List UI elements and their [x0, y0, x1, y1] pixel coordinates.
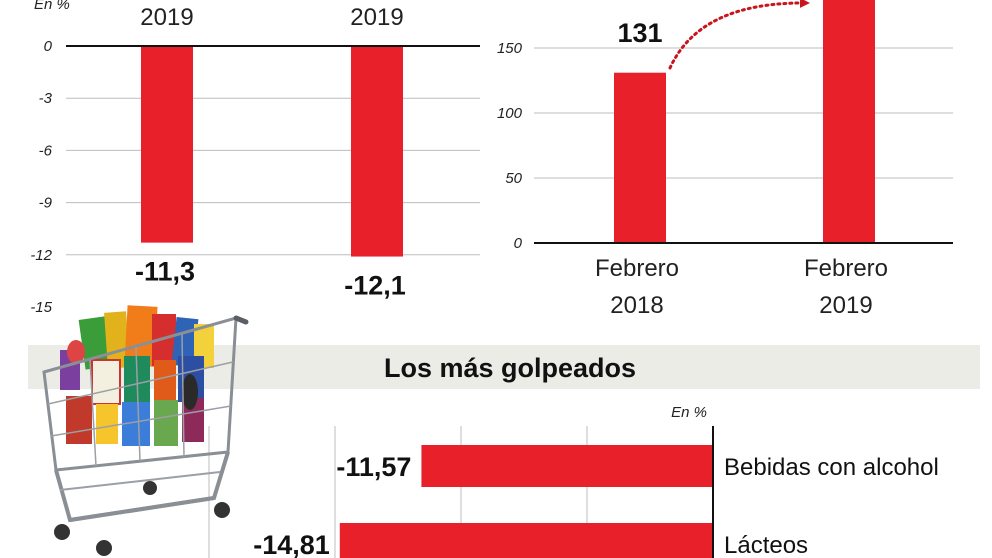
chart3-category-labels: Bebidas con alcohol Lácteos [724, 454, 939, 558]
chart1-bar [351, 46, 403, 257]
chart1-y-tick-label: -12 [30, 247, 52, 264]
chart1-x-label: 2019 [350, 4, 403, 31]
chart2-y-tick-label: 150 [497, 40, 523, 57]
chart-right-index: 0 50 100 150 Febrero 2018 Febrero 2019 131 [497, 0, 953, 319]
chart1-data-label: -11,3 [135, 257, 195, 287]
chart3-data-label: -11,57 [336, 452, 411, 482]
chart1-y-tick-label: -6 [39, 142, 53, 159]
chart2-bar [823, 0, 875, 243]
chart3-bars [339, 445, 713, 558]
chart1-x-label: 2019 [140, 4, 193, 31]
chart3-unit-label: En % [671, 404, 707, 421]
chart1-data-label: -12,1 [344, 271, 406, 301]
chart2-x-label-month: Febrero [804, 255, 888, 282]
chart2-y-tick-label: 100 [497, 105, 523, 122]
chart2-bar [614, 72, 666, 243]
section-title: Los más golpeados [384, 353, 636, 383]
chart1-data-labels: -11,3 -12,1 [135, 257, 406, 301]
chart2-y-tick-label: 50 [505, 170, 522, 187]
chart1-y-axis: 0 -3 -6 -9 -12 -15 [30, 38, 52, 316]
chart3-category-label: Bebidas con alcohol [724, 454, 939, 481]
chart3-bar [421, 445, 713, 487]
chart1-y-tick-label: -15 [30, 299, 52, 316]
chart3-data-label: -14,81 [253, 530, 330, 558]
shopping-cart-with-groceries-icon [42, 305, 249, 556]
chart2-x-label-month: Febrero [595, 255, 679, 282]
chart2-trend-arrow [668, 0, 810, 70]
chart1-gridlines [66, 97, 480, 256]
chart2-y-tick-label: 0 [514, 235, 523, 252]
chart2-x-label-year: 2019 [819, 292, 872, 319]
chart3-data-labels: -11,57 -14,81 [253, 452, 411, 558]
chart1-bars [141, 46, 403, 257]
chart2-data-labels: 131 [617, 18, 662, 48]
chart3-category-label: Lácteos [724, 532, 808, 558]
chart1-y-tick-label: -9 [39, 195, 53, 212]
chart-left-percent-change: En % 0 -3 -6 -9 -12 -15 2019 2019 -11,3 -12,1 [30, 0, 480, 316]
chart1-unit-label: En % [34, 0, 70, 13]
chart1-bar [141, 46, 193, 243]
chart2-gridlines [534, 47, 953, 179]
chart2-bars [614, 0, 875, 243]
chart-most-affected: En % -11,57 -14,81 Bebidas con alcohol Lác… [208, 404, 939, 558]
chart2-x-label-year: 2018 [610, 292, 663, 319]
chart1-y-tick-label: -3 [39, 90, 53, 107]
chart1-x-labels: 2019 2019 [140, 4, 403, 31]
chart1-y-tick-label: 0 [44, 38, 53, 55]
chart3-bar [339, 523, 713, 558]
chart2-data-label: 131 [617, 18, 662, 48]
chart2-x-labels: Febrero 2018 Febrero 2019 [595, 255, 888, 319]
chart2-y-axis: 0 50 100 150 [497, 40, 523, 252]
